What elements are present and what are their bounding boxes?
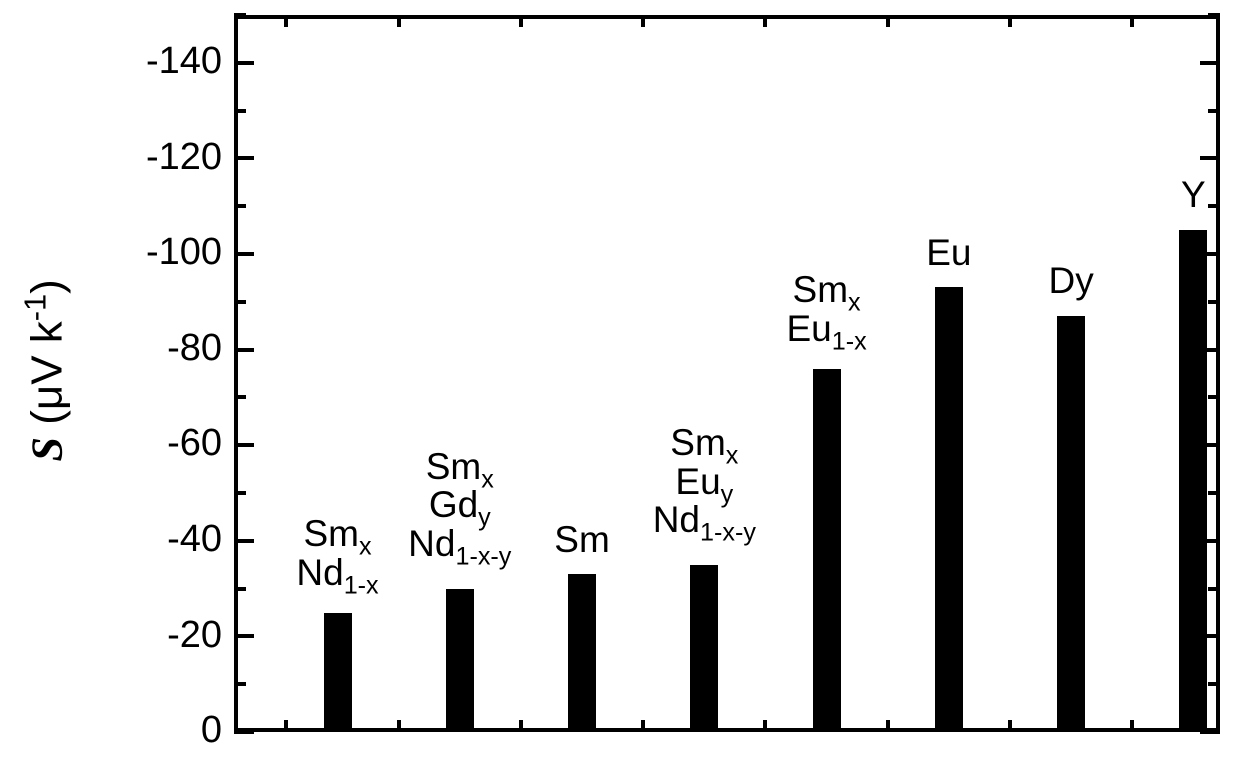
y-tick-major [234, 348, 254, 352]
bar [813, 369, 841, 732]
y-tick-label: -60 [167, 422, 222, 465]
x-tick-minor-bottom [284, 720, 288, 732]
x-tick-minor-bottom [886, 720, 890, 732]
y-tick-minor [234, 682, 246, 686]
bar [324, 613, 352, 733]
y-tick-major [234, 61, 254, 65]
y-tick-minor-right [1208, 13, 1220, 17]
axis-top [234, 15, 1220, 19]
bar [1179, 230, 1207, 732]
x-tick-minor-bottom [1130, 720, 1134, 732]
seebeck-bar-chart: S (μV k-1) 0-20-40-60-80-100-120-140SmxN… [0, 0, 1240, 767]
bar-label: SmxEuyNd1-x-y [614, 424, 794, 541]
x-tick-minor-top [886, 15, 890, 27]
y-tick-major-right [1200, 61, 1220, 65]
y-tick-minor [234, 491, 246, 495]
axis-right [1216, 15, 1220, 732]
y-tick-label: -100 [146, 231, 222, 274]
x-tick-minor-bottom [1008, 720, 1012, 732]
y-tick-minor-right [1208, 587, 1220, 591]
bar [690, 565, 718, 732]
x-tick-minor-top [1130, 15, 1134, 27]
y-tick-minor [234, 204, 246, 208]
bar [935, 287, 963, 732]
bar [1057, 316, 1085, 732]
bar-label: Dy [981, 262, 1161, 301]
y-tick-label: 0 [201, 709, 222, 752]
y-tick-minor-right [1208, 109, 1220, 113]
x-tick-minor-bottom [397, 720, 401, 732]
y-tick-label: -120 [146, 136, 222, 179]
y-axis-label: S (μV k-1) [18, 170, 73, 570]
y-tick-minor-right [1208, 395, 1220, 399]
axis-left [234, 15, 238, 732]
y-tick-minor [234, 300, 246, 304]
bar [568, 574, 596, 732]
y-tick-label: -20 [167, 614, 222, 657]
y-tick-minor-right [1208, 491, 1220, 495]
y-tick-label: -80 [167, 327, 222, 370]
y-tick-minor [234, 13, 246, 17]
x-tick-minor-top [763, 15, 767, 27]
y-tick-major [234, 443, 254, 447]
y-tick-major [234, 252, 254, 256]
y-tick-major [234, 634, 254, 638]
y-tick-label: -40 [167, 518, 222, 561]
x-tick-minor-bottom [763, 720, 767, 732]
y-tick-minor [234, 109, 246, 113]
y-tick-major [234, 156, 254, 160]
x-tick-minor-top [641, 15, 645, 27]
bar [446, 589, 474, 732]
y-tick-minor-right [1208, 682, 1220, 686]
y-tick-major [234, 730, 254, 734]
bar-label: SmxEu1-x [737, 271, 917, 349]
y-tick-label: -140 [146, 40, 222, 83]
x-tick-minor-top [284, 15, 288, 27]
x-tick-minor-top [519, 15, 523, 27]
x-tick-minor-top [1008, 15, 1012, 27]
y-tick-major-right [1200, 156, 1220, 160]
y-tick-minor [234, 395, 246, 399]
y-tick-minor [234, 587, 246, 591]
x-tick-minor-bottom [641, 720, 645, 732]
x-tick-minor-bottom [519, 720, 523, 732]
x-tick-minor-top [397, 15, 401, 27]
bar-label: Y [1103, 176, 1240, 215]
y-tick-minor-right [1208, 300, 1220, 304]
